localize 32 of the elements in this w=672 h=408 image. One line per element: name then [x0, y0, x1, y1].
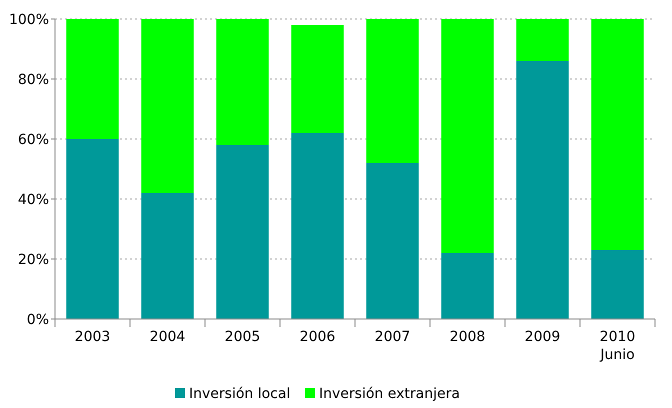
bar — [291, 25, 344, 133]
bar — [441, 19, 494, 253]
x-tick-label: 2008 — [450, 329, 486, 345]
x-tick-label: 2007 — [374, 329, 410, 345]
y-tick-label: 60% — [18, 132, 49, 148]
bar — [516, 19, 569, 61]
bar — [516, 61, 569, 319]
bar — [141, 19, 194, 193]
x-tick-label: 2006 — [300, 329, 336, 345]
x-tick-label: 2004 — [150, 329, 186, 345]
y-tick-label: 80% — [18, 72, 49, 88]
legend-label: Inversión local — [189, 386, 290, 402]
x-tick-label: 2005 — [224, 329, 260, 345]
y-tick-label: 40% — [18, 192, 49, 208]
bar — [66, 19, 119, 139]
bar — [441, 253, 494, 319]
bar — [141, 193, 194, 319]
bar — [366, 19, 419, 163]
legend-label: Inversión extranjera — [319, 386, 460, 402]
bar — [591, 19, 644, 250]
bar — [216, 145, 269, 319]
bar — [66, 139, 119, 319]
bar — [216, 19, 269, 145]
y-tick-label: 100% — [8, 12, 49, 28]
x-tick-label: 2010 Junio — [599, 329, 636, 363]
y-tick-label: 0% — [26, 312, 49, 328]
y-tick-label: 20% — [18, 252, 49, 268]
bar — [291, 133, 344, 319]
bar — [591, 250, 644, 319]
x-tick-label: 2009 — [524, 329, 560, 345]
x-tick-label: 2003 — [74, 329, 110, 345]
bar — [366, 163, 419, 319]
